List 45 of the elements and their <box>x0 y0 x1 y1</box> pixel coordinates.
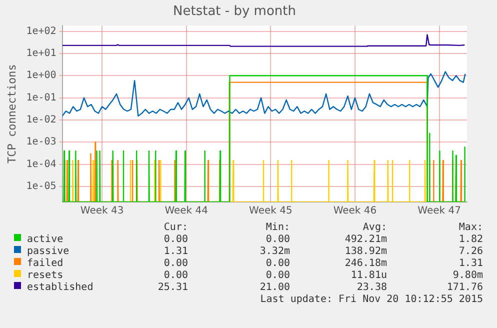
y-tick-label: 1e-02 <box>26 114 56 126</box>
text: 138.92m <box>344 246 387 257</box>
y-tick-label: 1e+00 <box>26 70 56 82</box>
y-tick-label: 1e-05 <box>26 181 56 192</box>
text: 23.38 <box>356 282 387 293</box>
text: 1.31 <box>164 246 188 257</box>
text: 1.82 <box>458 234 483 245</box>
text: 0.00 <box>164 234 188 245</box>
x-tick-label: Week 44 <box>164 206 208 217</box>
text: 7.26 <box>458 246 483 257</box>
legend-label: passive <box>27 246 70 257</box>
text: 0.00 <box>266 270 290 281</box>
text: Avg: <box>362 222 387 233</box>
text: 492.21m <box>344 234 387 245</box>
text: Max: <box>458 222 483 233</box>
text: 0.00 <box>164 258 188 269</box>
x-tick-label: Week 45 <box>249 206 292 217</box>
text: 0.00 <box>164 270 188 281</box>
text: 246.18m <box>344 258 387 269</box>
text: Last update: Fri Nov 20 10:12:55 2015 <box>260 294 483 305</box>
legend-label: active <box>27 234 64 245</box>
legend-label: failed <box>27 258 64 269</box>
legend-label: established <box>27 282 94 293</box>
text: Cur: <box>164 222 188 233</box>
x-tick-label: Week 43 <box>80 206 124 217</box>
y-tick-label: 1e+01 <box>26 48 56 60</box>
x-tick-label: Week 46 <box>333 206 377 217</box>
text: 1.31 <box>458 258 483 269</box>
y-tick-label: 1e-03 <box>26 136 56 148</box>
y-tick-label: 1e-04 <box>26 158 56 170</box>
text: 11.81u <box>350 270 387 281</box>
text: 9.80m <box>452 270 483 281</box>
text: 21.00 <box>260 282 290 293</box>
y-axis-title: TCP connections <box>5 64 18 164</box>
x-tick-label: Week 47 <box>418 206 461 217</box>
text: 171.76 <box>446 282 483 293</box>
y-tick-label: 1e-01 <box>26 92 56 104</box>
legend-label: resets <box>27 270 64 281</box>
chart-title: Netstat - by month <box>173 4 296 20</box>
text: Min: <box>266 222 290 233</box>
text: 0.00 <box>266 234 290 245</box>
y-tick-label: 1e+02 <box>26 26 56 37</box>
text: 3.32m <box>260 246 290 257</box>
text: 25.31 <box>158 282 188 293</box>
text: 0.00 <box>266 258 290 269</box>
